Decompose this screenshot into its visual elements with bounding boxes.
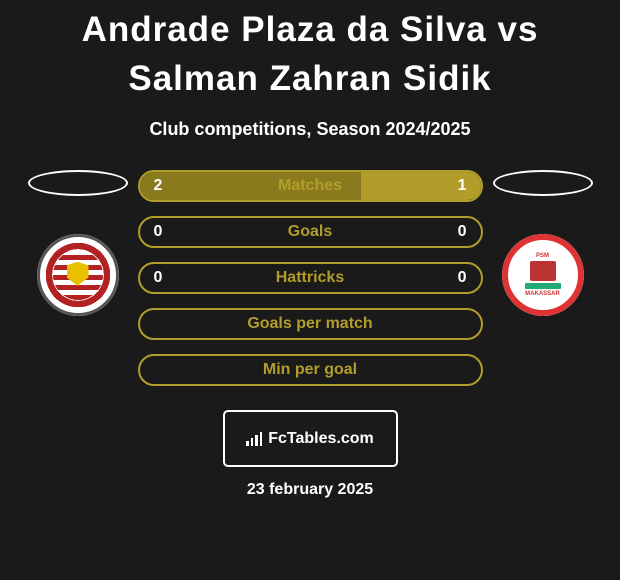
stat-right-value: 0 [458, 264, 467, 292]
brand-badge: FcTables.com [223, 410, 398, 467]
stat-right-value: 1 [458, 172, 467, 200]
stat-label: Matches [278, 177, 342, 195]
left-side [28, 170, 128, 316]
comparison-subtitle: Club competitions, Season 2024/2025 [149, 119, 470, 140]
stat-right-value: 0 [458, 218, 467, 246]
brand-text: FcTables.com [268, 430, 374, 448]
stat-left-value: 2 [154, 172, 163, 200]
player-right-photo-placeholder [493, 170, 593, 196]
left-club-logo [37, 234, 119, 316]
stat-row-goals-per-match: Goals per match [138, 308, 483, 340]
stat-row-goals: 0 Goals 0 [138, 216, 483, 248]
right-club-logo: PSM MAKASSAR [502, 234, 584, 316]
stat-label: Min per goal [263, 361, 357, 379]
stat-label: Goals [288, 223, 332, 241]
stat-row-hattricks: 0 Hattricks 0 [138, 262, 483, 294]
right-side: PSM MAKASSAR [493, 170, 593, 316]
psm-logo-icon: PSM MAKASSAR [502, 234, 584, 316]
player-left-photo-placeholder [28, 170, 128, 196]
comparison-title: Andrade Plaza da Silva vs Salman Zahran … [20, 5, 600, 103]
stat-left-value: 0 [154, 264, 163, 292]
chart-icon [246, 432, 262, 446]
footer-date: 23 february 2025 [247, 481, 373, 499]
stat-left-value: 0 [154, 218, 163, 246]
persija-logo-icon [37, 234, 119, 316]
stat-label: Hattricks [276, 269, 344, 287]
stat-label: Goals per match [247, 315, 372, 333]
stat-row-matches: 2 Matches 1 [138, 170, 483, 202]
stat-row-min-per-goal: Min per goal [138, 354, 483, 386]
stat-rows: 2 Matches 1 0 Goals 0 0 Hattricks 0 Goals per mat… [138, 170, 483, 386]
comparison-body: 2 Matches 1 0 Goals 0 0 Hattricks 0 Goals per mat… [0, 170, 620, 386]
